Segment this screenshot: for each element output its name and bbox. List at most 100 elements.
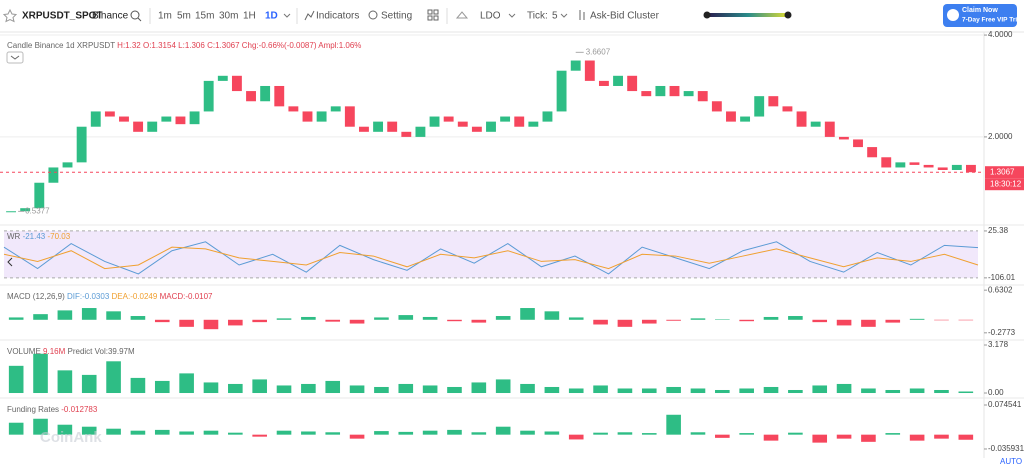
plots: 4.0000 2.0000 3.6607 0.5377 1.3067 18:30:12 25… — [0, 30, 1024, 453]
bar — [885, 433, 901, 435]
heat-slider[interactable] — [706, 13, 790, 17]
bar — [641, 319, 657, 324]
bar — [958, 434, 974, 440]
high-label: 3.6607 — [586, 47, 611, 56]
bar — [544, 431, 560, 435]
bar — [203, 430, 219, 435]
toolbar — [0, 0, 1024, 32]
candle — [782, 106, 793, 112]
tick-label: Tick: — [527, 11, 548, 22]
chevron[interactable] — [560, 13, 568, 18]
bar — [885, 389, 901, 394]
candle — [966, 164, 976, 173]
promo-line[interactable]: Claim Now — [962, 7, 998, 14]
bar — [617, 319, 633, 327]
bar — [812, 319, 828, 323]
slider-handle[interactable] — [703, 11, 711, 19]
funding-legend: Funding Rates -0.012783 — [7, 405, 98, 414]
cluster-icon[interactable] — [579, 10, 585, 20]
cluster-button[interactable]: Ask-Bid Cluster — [590, 11, 660, 22]
bar — [471, 319, 487, 323]
setting-button[interactable]: Setting — [381, 11, 412, 22]
interval[interactable]: 1H — [243, 11, 256, 22]
candle — [627, 75, 638, 92]
chevron[interactable] — [283, 13, 291, 18]
bar — [106, 311, 121, 320]
interval-active[interactable]: 1D — [265, 11, 278, 22]
candle — [387, 121, 398, 132]
candle — [740, 116, 751, 122]
bar — [495, 426, 511, 435]
bar — [861, 388, 876, 394]
bar — [252, 319, 267, 323]
search-icon[interactable] — [130, 10, 140, 20]
bar — [325, 319, 341, 322]
bar — [690, 318, 706, 320]
candle — [697, 91, 708, 102]
candle — [471, 126, 482, 132]
bar — [812, 434, 828, 443]
slider-handle[interactable] — [784, 11, 792, 19]
bar — [374, 386, 389, 394]
y-tick-label: -0.035931 — [988, 444, 1024, 453]
bar — [301, 431, 316, 435]
bar — [276, 318, 292, 320]
layout-icon — [433, 15, 439, 21]
bar — [57, 370, 73, 394]
favorite-icon[interactable] — [2, 8, 18, 23]
layout-icon[interactable] — [427, 9, 433, 15]
bar — [495, 316, 511, 320]
candle — [542, 111, 553, 122]
interval[interactable]: 5m — [177, 11, 191, 22]
ldo-button[interactable]: LDO — [480, 11, 501, 22]
promo-icon — [947, 9, 959, 21]
bar — [812, 385, 828, 394]
ldo-icon[interactable] — [455, 11, 469, 19]
y-tick-label: 25.38 — [988, 226, 1009, 235]
indicators-icon[interactable] — [304, 10, 315, 21]
candle — [20, 208, 31, 212]
candle — [189, 111, 200, 125]
scale-mode[interactable]: AUTO — [1000, 457, 1022, 466]
bar — [447, 319, 462, 322]
collapse-button[interactable] — [6, 51, 24, 64]
candle — [203, 80, 214, 112]
tick-value[interactable]: 5 — [552, 11, 558, 22]
bar — [228, 432, 243, 435]
bar — [666, 414, 681, 435]
bar — [276, 385, 292, 394]
candle — [951, 164, 962, 171]
bar — [885, 319, 901, 323]
candle — [584, 60, 595, 81]
bar — [301, 383, 316, 394]
scroll-left[interactable] — [7, 257, 13, 267]
last-price-box — [985, 166, 1024, 179]
bar — [374, 317, 389, 320]
bar — [568, 388, 584, 394]
promo-button[interactable] — [943, 4, 1017, 27]
candle — [641, 91, 652, 97]
interval[interactable]: 30m — [219, 11, 238, 22]
interval[interactable]: 15m — [195, 11, 214, 22]
bar — [788, 389, 803, 394]
bar — [861, 319, 876, 327]
candle — [288, 106, 299, 112]
bar — [398, 431, 414, 435]
candle — [726, 111, 736, 122]
symbol[interactable]: XRPUSDT_SPOT — [22, 11, 103, 22]
candle — [669, 85, 680, 97]
bar — [179, 319, 194, 327]
promo-line[interactable]: 7-Day Free VIP Trial — [962, 17, 1023, 24]
bar — [520, 430, 535, 435]
chevron[interactable] — [508, 13, 516, 18]
bar — [593, 319, 608, 325]
bar — [568, 434, 584, 440]
candle — [260, 85, 271, 102]
indicators-button[interactable]: Indicators — [316, 11, 359, 22]
setting-icon[interactable] — [368, 10, 378, 20]
bar — [739, 433, 754, 435]
bar — [8, 422, 24, 435]
candle — [6, 211, 16, 213]
interval[interactable]: 1m — [158, 11, 172, 22]
